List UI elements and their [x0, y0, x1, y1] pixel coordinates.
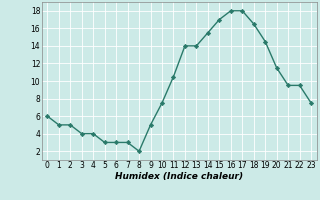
- X-axis label: Humidex (Indice chaleur): Humidex (Indice chaleur): [115, 172, 243, 181]
